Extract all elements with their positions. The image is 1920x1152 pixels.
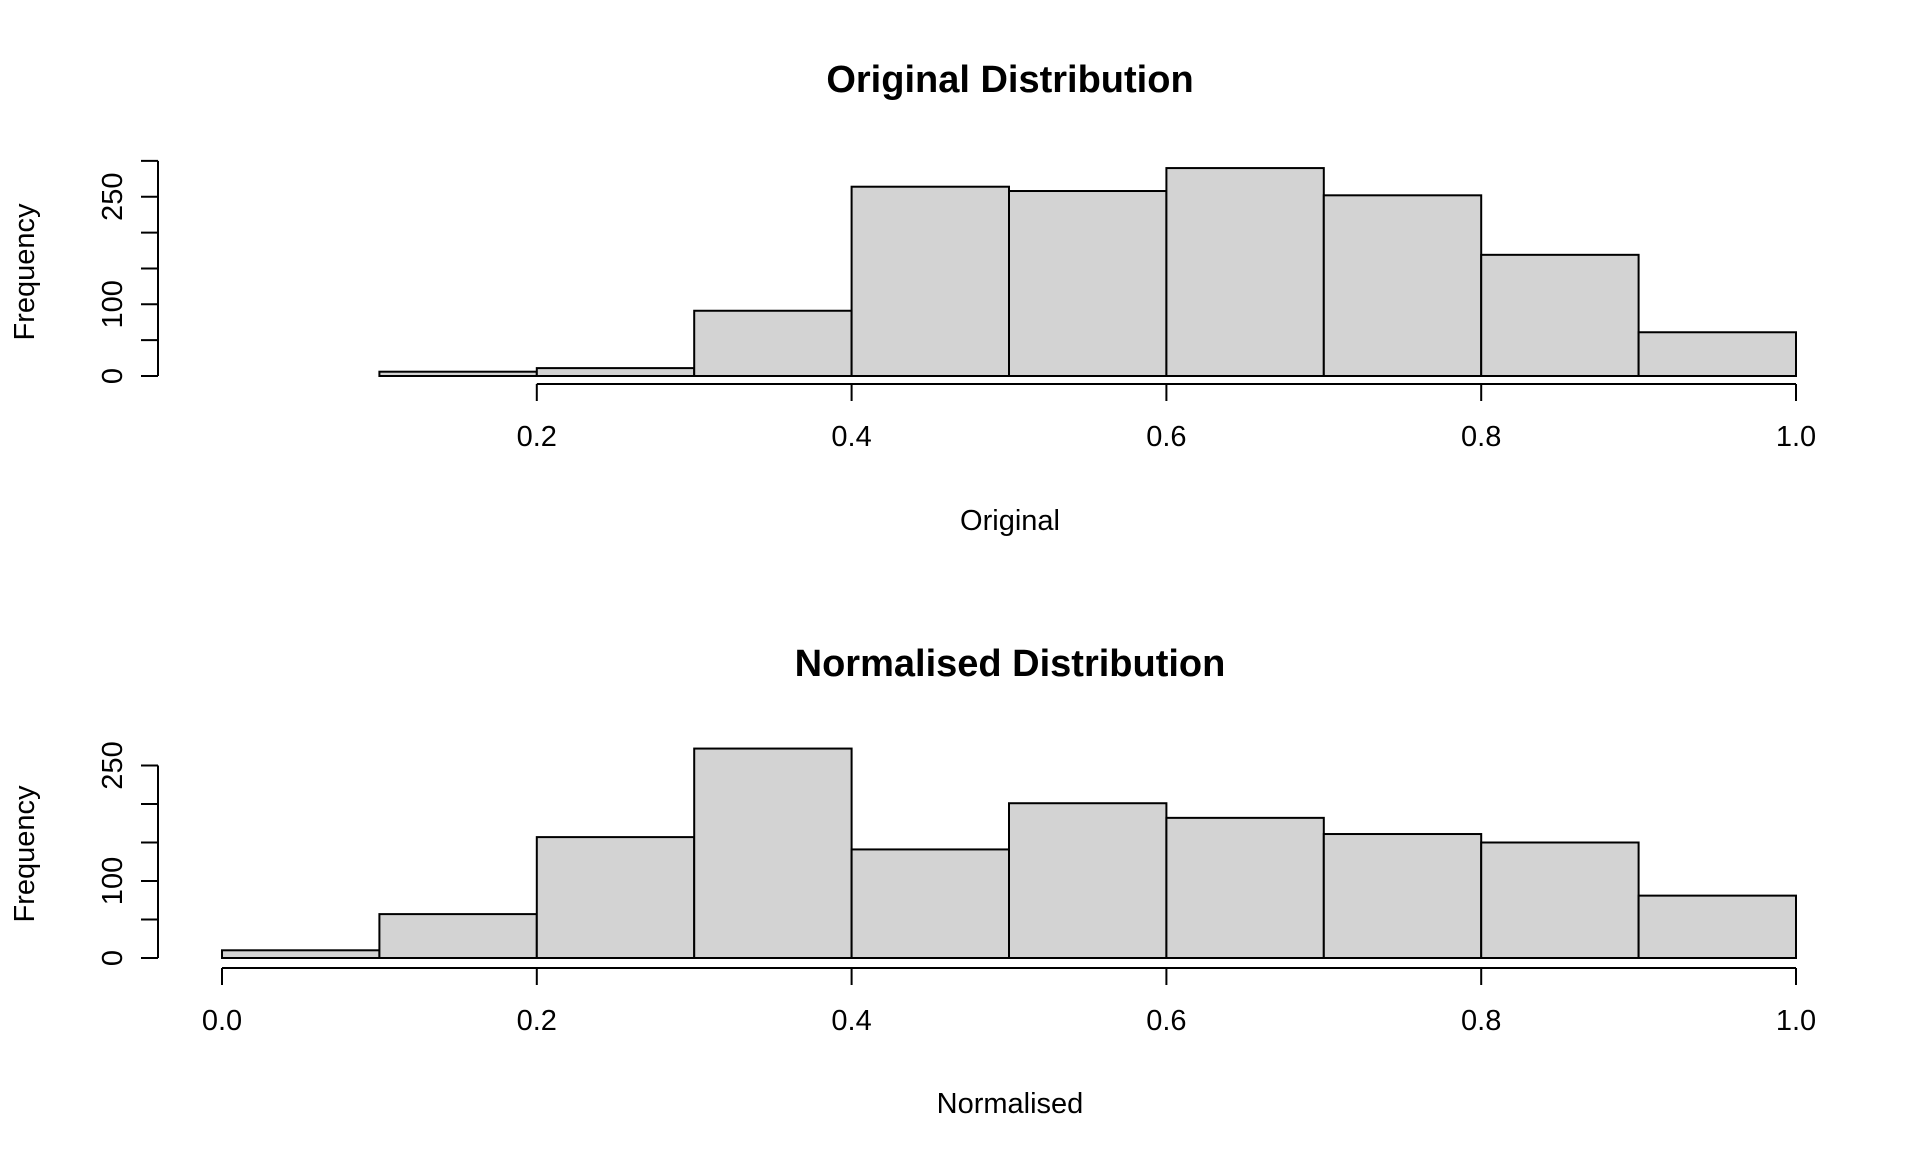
histogram-bar [1637,331,1797,377]
x-tick-label: 0.8 [1461,421,1501,453]
y-tick-label: 0 [97,950,129,966]
y-axis-label: Frequency [9,203,41,341]
x-axis-label: Original [960,505,1060,537]
x-tick-label: 0.0 [202,1005,242,1037]
original-histogram-panel: Original Distribution Original Frequency… [9,59,1816,537]
x-tick-label: 1.0 [1776,421,1816,453]
normalised-histogram-panel: Normalised Distribution Normalised Frequ… [9,643,1816,1120]
histogram-bar [535,367,696,378]
x-tick-label: 0.6 [1146,421,1186,453]
x-tick-label: 1.0 [1776,1005,1816,1037]
histogram-bar [535,836,696,959]
histogram-bar [1480,841,1640,959]
y-tick-label: 100 [97,857,129,905]
histogram-bar [221,949,381,959]
histogram-bar [1480,253,1640,377]
y-tick-label: 250 [97,741,129,789]
histogram-bar [378,370,538,377]
x-tick-label: 0.4 [831,421,871,453]
y-axis-label: Frequency [9,785,41,923]
histogram-bar [1322,194,1483,377]
x-tick-label: 0.2 [517,421,557,453]
x-tick-label: 0.4 [831,1005,871,1037]
y-tick-label: 100 [97,280,129,328]
x-tick-label: 0.6 [1146,1005,1186,1037]
y-tick-label: 0 [97,368,129,384]
histogram-bar [1165,816,1325,959]
histogram-bar [1637,894,1797,960]
histogram-bar [378,913,538,959]
x-tick-label: 0.8 [1461,1005,1501,1037]
histogram-bar [693,309,853,377]
histogram-bar [1322,833,1483,960]
chart-title: Normalised Distribution [795,643,1226,685]
x-tick-label: 0.2 [517,1005,557,1037]
y-tick-label: 250 [97,173,129,221]
histogram-bar [1008,802,1168,959]
histogram-bar [850,848,1010,959]
histogram-bar [1008,190,1168,377]
histogram-bar [850,185,1010,377]
histogram-bar [693,747,853,959]
chart-title: Original Distribution [826,59,1193,101]
x-axis-label: Normalised [937,1088,1084,1120]
histogram-bar [1165,167,1325,377]
